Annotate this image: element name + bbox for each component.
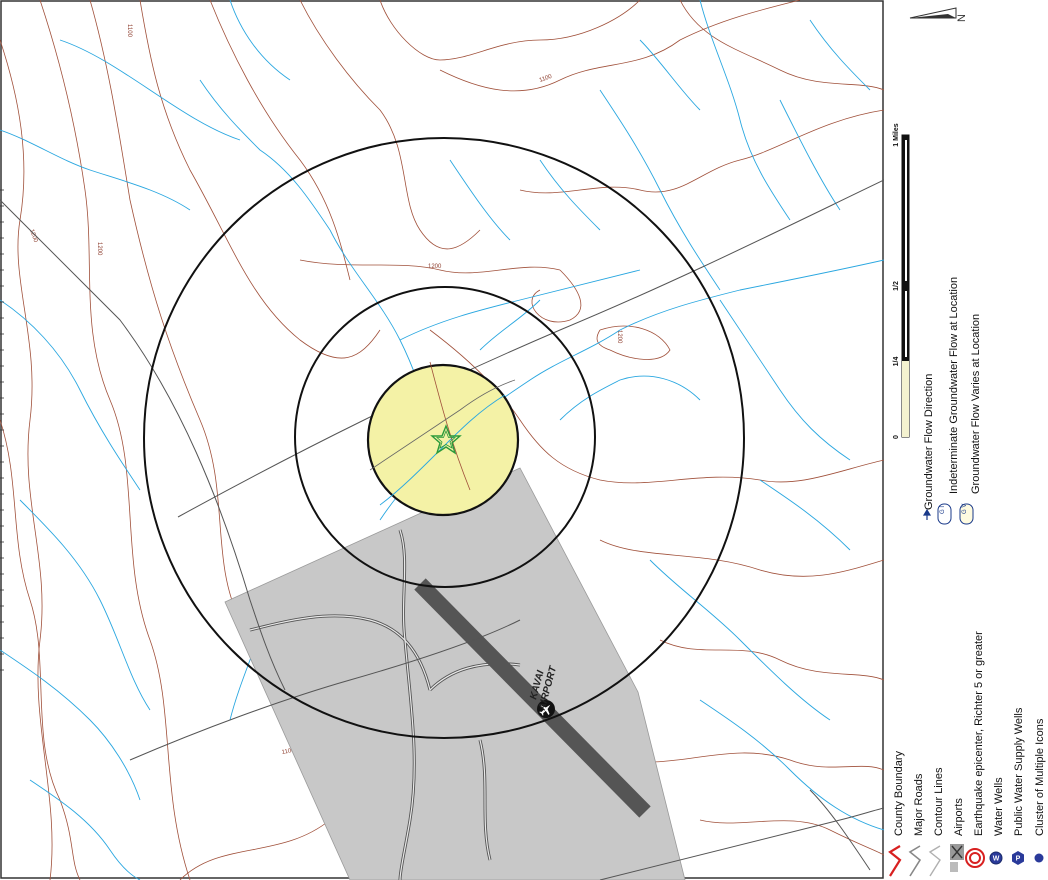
legend-label: Airports <box>953 798 965 836</box>
frame-ticks <box>0 189 4 671</box>
contour-label: 1200 <box>28 229 38 244</box>
svg-text:W: W <box>993 856 1000 863</box>
airports-icon <box>950 844 964 872</box>
site-buffer-outer <box>143 137 745 739</box>
scale-segment <box>902 361 909 437</box>
svg-text:P: P <box>1016 856 1021 863</box>
site-buffer-inner <box>366 363 520 517</box>
map-legend: County Boundary Major Roads Contour Line… <box>888 631 1046 877</box>
water-well-icon: W <box>989 851 1003 865</box>
scale-tick-label: 1/4 <box>893 357 900 367</box>
legend-label: Public Water Supply Wells <box>1013 707 1025 836</box>
airport-icon <box>537 700 555 718</box>
legend-label: Major Roads <box>913 773 925 836</box>
flow-legend-label: Groundwater Flow Varies at Location <box>970 314 982 494</box>
legend-label: Earthquake epicenter, Richter 5 or great… <box>973 631 985 836</box>
scale-tick-label: 1 Miles <box>893 123 900 146</box>
legend-label: County Boundary <box>893 751 905 836</box>
legend-label: Contour Lines <box>933 767 945 836</box>
contour-lines-icon <box>928 845 941 877</box>
indeterminate-flow-icon: G I <box>937 503 952 525</box>
flow-legend-label: Indeterminate Groundwater Flow at Locati… <box>948 277 960 494</box>
major-roads <box>0 179 884 880</box>
legend-label: Water Wells <box>993 777 1005 836</box>
contour-label: 1200 <box>96 242 102 256</box>
contour-label-group: 1100 1100 1200 1200 1200 1200 1100 <box>28 24 622 756</box>
legend-label: Cluster of Multiple Icons <box>1034 718 1046 836</box>
scale-tick-label: 0 <box>893 435 900 439</box>
contour-label: 1100 <box>126 24 132 38</box>
contour-label: 1100 <box>539 74 554 84</box>
flow-legend-label: Groundwater Flow Direction <box>923 374 935 510</box>
cluster-icon <box>1034 853 1044 863</box>
contour-label: 1100 <box>281 748 295 756</box>
public-well-icon: P <box>1012 851 1024 865</box>
major-roads-icon <box>908 845 922 877</box>
contour-lines <box>0 0 884 880</box>
site-star-icon <box>430 424 462 455</box>
flow-arrow-icon <box>922 508 932 520</box>
flow-symbol: G V <box>962 504 968 514</box>
earthquake-icon <box>965 848 985 868</box>
scale-tick-label: 1/2 <box>893 281 900 291</box>
contour-label: 1200 <box>428 264 442 270</box>
runway <box>414 578 651 818</box>
site-buffer-middle <box>294 286 596 588</box>
contour-label: 1200 <box>616 330 622 344</box>
north-arrow-icon: N <box>909 7 968 22</box>
flow-legend: Groundwater Flow Direction G I Indetermi… <box>922 277 982 525</box>
county-boundary-icon <box>888 845 902 877</box>
svg-text:N: N <box>956 14 968 22</box>
flow-symbol: G I <box>940 506 946 514</box>
scale-bar: 0 1/4 1/2 1 Miles <box>893 123 910 439</box>
varies-flow-icon: G V <box>959 503 974 525</box>
